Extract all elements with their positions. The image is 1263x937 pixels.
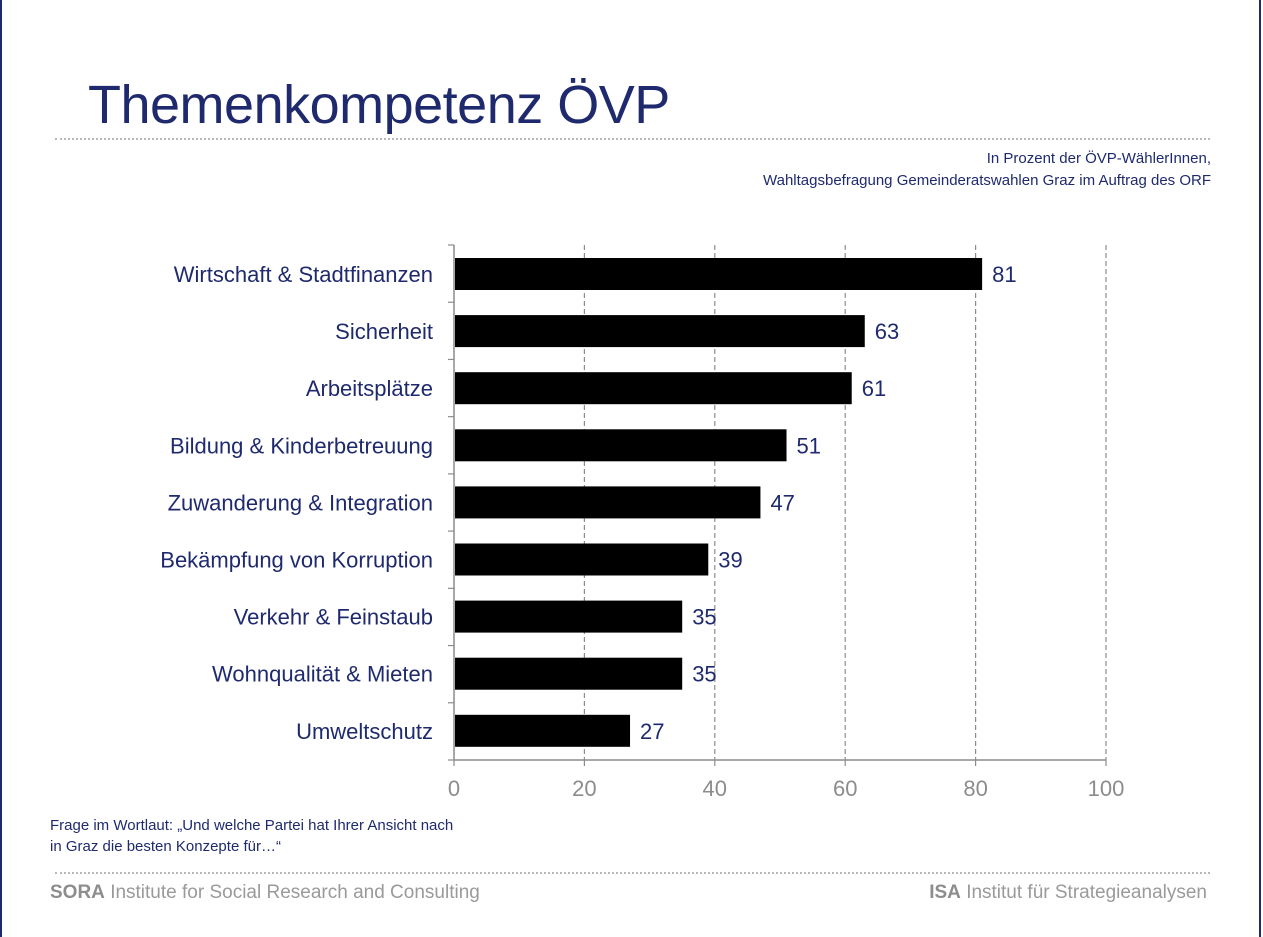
- bar: [455, 543, 709, 576]
- question-line-2: in Graz die besten Konzepte für…“: [50, 838, 281, 855]
- value-label: 27: [640, 719, 664, 744]
- footer-left-text: Institute for Social Research and Consul…: [110, 882, 480, 903]
- page-title: Themenkompetenz ÖVP: [88, 75, 670, 135]
- value-label: 47: [770, 490, 794, 515]
- question-text: Frage im Wortlaut: „Und welche Partei ha…: [50, 815, 453, 857]
- title-divider: [55, 138, 1210, 140]
- bar: [455, 315, 865, 348]
- subtitle-line-1: In Prozent der ÖVP-WählerInnen,: [986, 150, 1211, 167]
- x-tick-label: 0: [448, 776, 460, 801]
- value-label: 81: [992, 262, 1016, 287]
- x-tick-label: 40: [703, 776, 727, 801]
- value-label: 61: [862, 376, 886, 401]
- category-label: Bildung & Kinderbetreuung: [170, 433, 433, 458]
- bar: [455, 600, 683, 633]
- footer-sora: SORA Institute for Social Research and C…: [50, 882, 480, 904]
- x-tick-label: 100: [1088, 776, 1125, 801]
- bar: [455, 258, 983, 290]
- value-label: 51: [797, 433, 821, 458]
- frame-left: [0, 0, 2, 937]
- category-label: Umweltschutz: [296, 719, 433, 744]
- x-tick-label: 60: [833, 776, 857, 801]
- value-label: 35: [692, 662, 716, 687]
- footer-left-brand: SORA: [50, 882, 105, 903]
- category-label: Wirtschaft & Stadtfinanzen: [174, 262, 433, 287]
- value-label: 39: [718, 548, 742, 573]
- category-label: Wohnqualität & Mieten: [212, 662, 433, 687]
- bar: [455, 429, 787, 462]
- x-tick-label: 20: [572, 776, 596, 801]
- bar: [455, 372, 852, 405]
- footer-right-text: Institut für Strategieanalysen: [966, 882, 1207, 903]
- category-label: Arbeitsplätze: [306, 376, 433, 401]
- bar: [455, 486, 761, 519]
- subtitle-line-2: Wahltagsbefragung Gemeinderatswahlen Gra…: [763, 172, 1211, 189]
- value-label: 35: [692, 605, 716, 630]
- footer-isa: ISA Institut für Strategieanalysen: [929, 882, 1207, 904]
- footer-divider: [55, 872, 1210, 874]
- bar: [455, 657, 683, 690]
- bar: [455, 714, 631, 747]
- frame-right: [1259, 0, 1261, 937]
- category-label: Bekämpfung von Korruption: [160, 548, 433, 573]
- category-label: Verkehr & Feinstaub: [234, 605, 433, 630]
- category-label: Sicherheit: [335, 319, 433, 344]
- question-line-1: Frage im Wortlaut: „Und welche Partei ha…: [50, 817, 454, 834]
- category-label: Zuwanderung & Integration: [168, 490, 433, 515]
- x-tick-label: 80: [963, 776, 987, 801]
- value-label: 63: [875, 319, 899, 344]
- footer-right-brand: ISA: [929, 882, 961, 903]
